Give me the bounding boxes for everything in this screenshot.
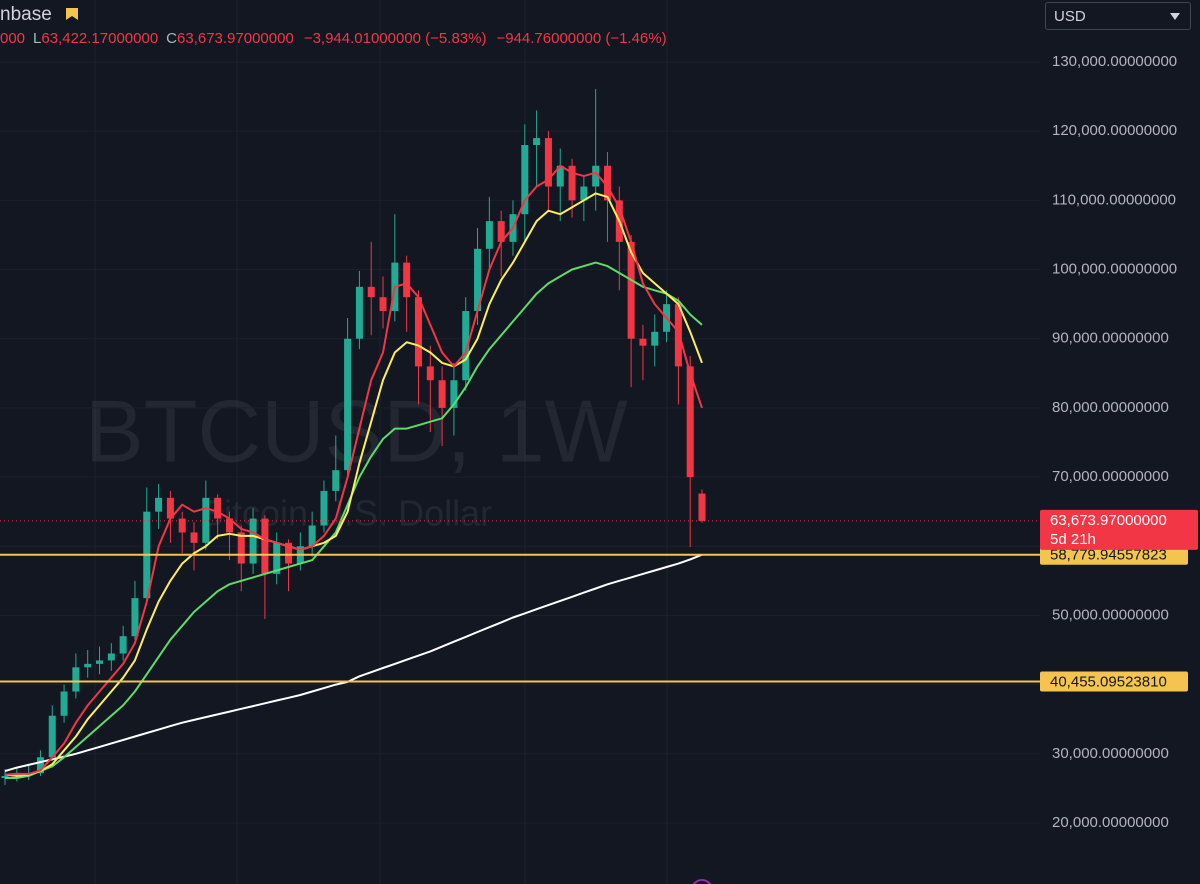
low-value: 63,422.17000000	[41, 30, 159, 47]
candle-body	[474, 248, 482, 312]
candle-body	[60, 691, 68, 716]
candle-body	[639, 338, 647, 346]
candle-body	[1, 775, 9, 779]
y-tick-label: 70,000.00000000	[1052, 468, 1169, 485]
candle-body	[84, 663, 92, 668]
candle-body	[308, 525, 316, 547]
candle-body	[403, 262, 411, 298]
candle-body	[72, 667, 80, 692]
level-label: 40,455.09523810	[1050, 673, 1167, 690]
candle-body	[178, 518, 186, 533]
candle-body	[462, 311, 470, 381]
low-key: L	[33, 30, 42, 47]
candle-body	[332, 470, 340, 491]
candle-body	[344, 338, 352, 471]
candle-body	[568, 165, 576, 201]
candle-body	[438, 380, 446, 408]
moving-average	[4, 164, 703, 776]
y-tick-label: 90,000.00000000	[1052, 330, 1169, 347]
candle-body	[521, 145, 529, 215]
candle-body	[320, 490, 328, 526]
moving-average	[4, 192, 703, 777]
y-tick-label: 30,000.00000000	[1052, 745, 1169, 762]
candle-body	[603, 165, 611, 201]
change: −3,944.01000000 (−5.83%)	[303, 30, 487, 47]
candle-body	[698, 493, 706, 521]
currency: USD	[1054, 8, 1086, 25]
y-tick-label: 120,000.00000000	[1052, 122, 1177, 139]
y-tick-label: 100,000.00000000	[1052, 260, 1177, 277]
close-key: C	[166, 30, 178, 47]
flag-icon[interactable]	[65, 7, 79, 21]
candle-body	[107, 653, 115, 661]
candle-body	[202, 497, 210, 543]
last-price-box	[1040, 509, 1198, 550]
candle-body	[686, 366, 694, 478]
moving-average	[4, 553, 703, 773]
candle-body	[592, 165, 600, 187]
event-icon[interactable]	[692, 879, 712, 884]
candle-body	[556, 165, 564, 187]
ohlc: 000 L63,422.17000000 C63,673.97000000 −3,94…	[0, 30, 667, 47]
candle-body	[36, 757, 44, 774]
source: nbase	[0, 4, 52, 25]
level-label: 58,779.94557823	[1050, 547, 1167, 564]
y-tick-label: 20,000.00000000	[1052, 814, 1169, 831]
dropdown-arrow	[1170, 13, 1180, 20]
open-fragment: 000	[0, 30, 26, 47]
candle-body	[249, 518, 257, 564]
candle-body	[48, 715, 56, 758]
level-label-box	[1040, 671, 1188, 692]
y-tick-label: 130,000.00000000	[1052, 53, 1177, 70]
candle-body	[131, 598, 139, 637]
candle-body	[214, 497, 222, 519]
candle-body	[414, 297, 422, 367]
candle-body	[261, 518, 269, 574]
y-tick-label: 50,000.00000000	[1052, 606, 1169, 623]
candle-body	[166, 497, 174, 519]
candle-body	[544, 138, 552, 187]
watermark-title: BTCUSD, 1W	[85, 381, 628, 480]
candle-body	[273, 542, 281, 574]
last-price-label: 63,673.97000000	[1050, 512, 1167, 529]
candle-body	[355, 286, 363, 339]
candle-body	[485, 221, 493, 249]
candle-body	[627, 241, 635, 339]
candle-body	[651, 331, 659, 346]
candle-body	[190, 532, 198, 543]
candle-body	[426, 366, 434, 381]
candle-body	[533, 138, 541, 146]
y-tick-label: 80,000.00000000	[1052, 399, 1169, 416]
candle-body	[497, 221, 505, 242]
currency-select[interactable]: USD	[1045, 2, 1191, 30]
change-2: −944.76000000 (−1.46%)	[496, 30, 667, 47]
close-value: 63,673.97000000	[177, 30, 294, 47]
candle-body	[155, 497, 163, 512]
candle-body	[367, 286, 375, 298]
candle-body	[237, 532, 245, 564]
candle-body	[225, 518, 233, 533]
countdown-label: 5d 21h	[1050, 531, 1096, 548]
candle-body	[450, 380, 458, 408]
candle-body	[119, 636, 127, 654]
candle-body	[379, 297, 387, 312]
candle-body	[580, 186, 588, 201]
candle-body	[96, 660, 104, 664]
y-tick-label: 110,000.00000000	[1052, 191, 1176, 208]
candle-body	[285, 542, 293, 564]
